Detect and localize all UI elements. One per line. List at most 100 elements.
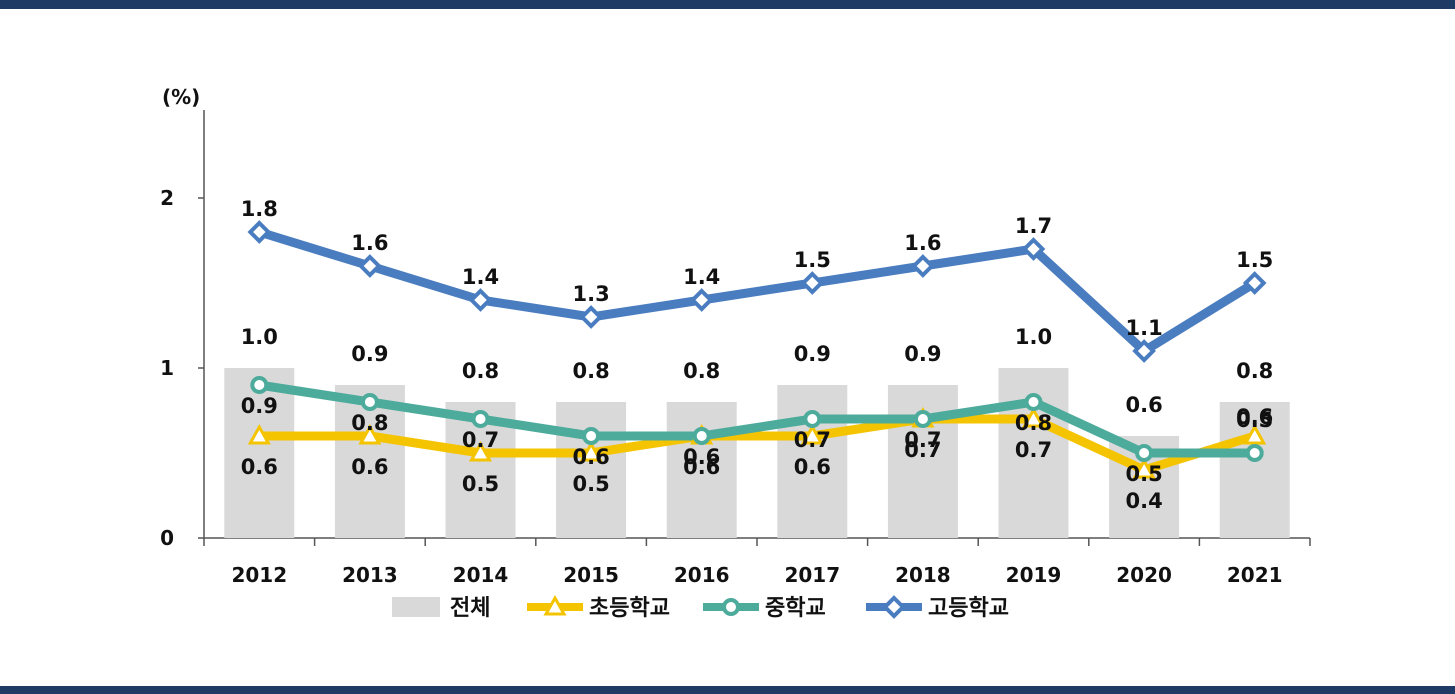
marker-중학교-2018: [913, 410, 932, 428]
data-label-초등학교-2017: 0.6: [794, 455, 831, 479]
line-고등학교: [257, 227, 1258, 356]
data-label-중학교-2018: 0.7: [904, 428, 941, 452]
data-label-중학교-2017: 0.7: [794, 428, 831, 452]
legend-label-전체: 전체: [450, 596, 490, 621]
marker-중학교-2017: [803, 410, 822, 428]
data-label-전체-2012: 1.0: [241, 325, 278, 349]
axes: 0 1 2 2012 2013 2014 2015 2016 2017 2018 2019 2020 2…: [160, 110, 1311, 587]
data-label-초등학교-2019: 0.7: [1015, 438, 1052, 462]
marker-고등학교-2019: [1021, 237, 1046, 261]
data-label-전체-2020: 0.6: [1125, 393, 1162, 417]
data-label-중학교-2020: 0.5: [1125, 462, 1162, 486]
marker-중학교-2012: [250, 376, 269, 394]
marker-초등학교-2017: [800, 423, 824, 445]
y-tick-label: 1: [160, 356, 174, 380]
data-label-초등학교-2012: 0.6: [241, 455, 278, 479]
data-label-고등학교-2017: 1.5: [794, 248, 831, 272]
marker-중학교-2013: [360, 393, 379, 411]
data-label-초등학교-2013: 0.6: [351, 455, 388, 479]
data-label-전체-2015: 0.8: [572, 359, 609, 383]
data-label-초등학교-2015: 0.5: [572, 472, 609, 496]
top-border-band: [0, 0, 1455, 9]
marker-초등학교-2014: [468, 440, 493, 462]
legend-label-초등학교: 초등학교: [589, 596, 670, 621]
data-label-고등학교-2014: 1.4: [462, 265, 499, 289]
x-tick-label: 2012: [231, 563, 287, 587]
marker-초등학교-2012: [247, 423, 271, 445]
legend-marker-고등학교: [882, 595, 906, 619]
data-label-초등학교-2014: 0.5: [462, 472, 499, 496]
marker-고등학교-2021: [1242, 271, 1267, 295]
marker-중학교-2019: [1024, 393, 1043, 411]
marker-중학교-2016: [692, 427, 711, 445]
data-label-중학교-2015: 0.6: [572, 445, 609, 469]
marker-중학교-2021: [1245, 444, 1264, 462]
data-label-고등학교-2012: 1.8: [241, 197, 278, 221]
data-label-전체-2017: 0.9: [794, 342, 831, 366]
legend: 전체 초등학교 중학교 고등학교: [392, 594, 1009, 621]
legend-label-고등학교: 고등학교: [928, 596, 1009, 621]
data-label-중학교-2014: 0.7: [462, 428, 499, 452]
marker-고등학교-2015: [579, 305, 603, 329]
bar-total-2012: [224, 368, 295, 538]
marker-고등학교-2018: [911, 254, 935, 278]
data-label-고등학교-2020: 1.1: [1125, 316, 1162, 340]
data-label-고등학교-2015: 1.3: [572, 282, 609, 306]
line-series-group: [247, 220, 1267, 479]
legend-marker-초등학교: [543, 594, 567, 616]
data-label-초등학교-2018: 0.7: [904, 438, 941, 462]
legend-swatch-전체: [392, 597, 440, 617]
data-label-고등학교-2019: 1.7: [1015, 214, 1052, 238]
data-label-중학교-2016: 0.6: [683, 445, 720, 469]
marker-중학교-2020: [1135, 444, 1154, 462]
data-label-전체-2016: 0.8: [683, 359, 720, 383]
legend-marker-중학교: [722, 598, 740, 616]
data-label-중학교-2019: 0.8: [1015, 411, 1052, 435]
marker-고등학교-2020: [1132, 339, 1156, 363]
marker-고등학교-2017: [800, 271, 825, 295]
marker-고등학교-2014: [468, 288, 493, 312]
data-label-전체-2021: 0.8: [1236, 359, 1273, 383]
x-tick-label: 2018: [895, 563, 951, 587]
data-label-고등학교-2018: 1.6: [904, 231, 941, 255]
marker-초등학교-2015: [579, 440, 603, 462]
x-tick-label: 2013: [342, 563, 398, 587]
data-label-초등학교-2016: 0.6: [683, 455, 720, 479]
data-label-중학교-2013: 0.8: [351, 411, 388, 435]
x-tick-label: 2019: [1006, 563, 1062, 587]
data-label-중학교-2012: 0.9: [241, 394, 278, 418]
marker-고등학교-2016: [689, 288, 714, 312]
data-label-초등학교-2021: 0.6: [1236, 405, 1273, 429]
marker-고등학교-2012: [247, 220, 272, 244]
marker-중학교-2015: [582, 427, 601, 445]
data-labels: 1.0 0.9 0.8 0.8 0.8 0.9 0.9 1.0 0.6 0.8 1.8 1.6 1.4 1…: [241, 197, 1274, 513]
bottom-border-band: [0, 686, 1455, 694]
bar-total-2015: [556, 402, 627, 538]
x-tick-label: 2015: [563, 563, 619, 587]
data-label-초등학교-2020: 0.4: [1125, 489, 1162, 513]
x-tick-label: 2017: [784, 563, 840, 587]
x-tick-label: 2021: [1227, 563, 1283, 587]
y-tick-label: 2: [160, 186, 174, 210]
data-label-전체-2018: 0.9: [904, 342, 941, 366]
line-초등학교: [259, 414, 1257, 475]
data-label-전체-2013: 0.9: [351, 342, 388, 366]
data-label-전체-2019: 1.0: [1015, 325, 1052, 349]
line-중학교: [258, 380, 1255, 458]
x-tick-label: 2014: [453, 563, 509, 587]
x-tick-label: 2020: [1116, 563, 1172, 587]
data-label-중학교-2021: 0.5: [1236, 408, 1273, 432]
y-tick-label: 0: [160, 526, 174, 550]
marker-초등학교-2019: [1021, 406, 1046, 428]
marker-초등학교-2020: [1132, 457, 1156, 479]
data-label-고등학교-2016: 1.4: [683, 265, 720, 289]
y-unit-label: (%): [162, 85, 200, 109]
marker-초등학교-2013: [358, 423, 382, 445]
x-tick-label: 2016: [674, 563, 730, 587]
data-label-고등학교-2021: 1.5: [1236, 248, 1273, 272]
data-label-전체-2014: 0.8: [462, 359, 499, 383]
data-label-고등학교-2013: 1.6: [351, 231, 388, 255]
legend-label-중학교: 중학교: [765, 596, 826, 621]
marker-고등학교-2013: [358, 254, 382, 278]
